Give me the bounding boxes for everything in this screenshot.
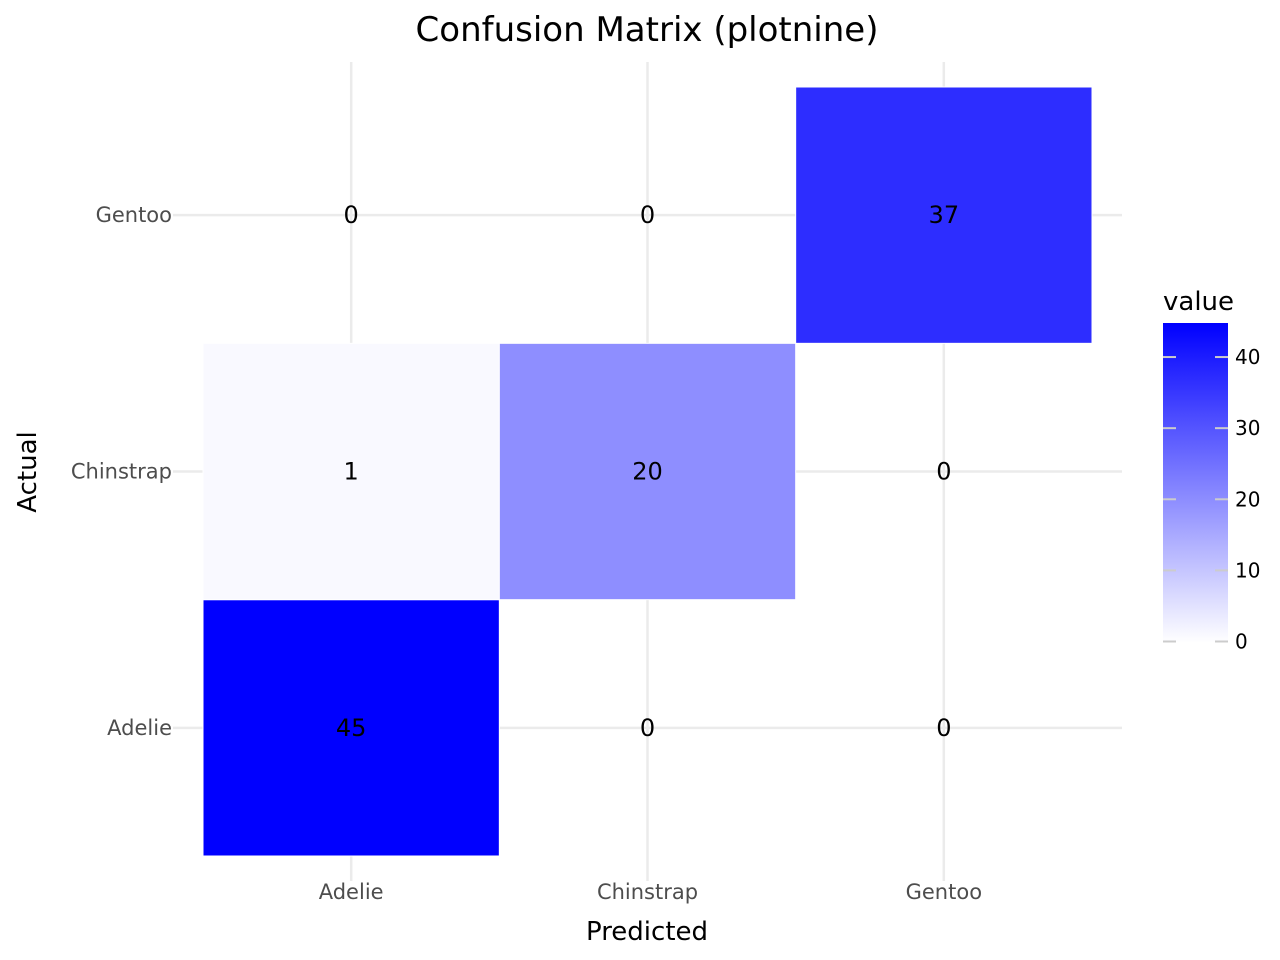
y-axis-title: Actual: [13, 431, 43, 512]
cell-value-label: 37: [929, 201, 960, 229]
heatmap-cell: [498, 342, 797, 601]
cell-value-label: 0: [640, 714, 655, 742]
color-legend: value 0 10 20 30 40: [1163, 287, 1260, 654]
legend-tick-label: 30: [1235, 416, 1260, 440]
cell-value-label: 0: [936, 458, 951, 486]
legend-tick-label: 10: [1235, 558, 1260, 582]
legend-ticks: 0 10 20 30 40: [1163, 345, 1260, 654]
y-axis-ticks: Adelie Chinstrap Gentoo: [71, 203, 172, 740]
cell-value-label: 0: [640, 201, 655, 229]
legend-title: value: [1163, 287, 1234, 317]
x-axis-title: Predicted: [586, 917, 708, 947]
chart-title: Confusion Matrix (plotnine): [416, 10, 879, 50]
cell-value-label: 0: [344, 201, 359, 229]
legend-tick-label: 20: [1235, 487, 1260, 511]
y-tick-label: Gentoo: [96, 203, 172, 227]
x-tick-label: Chinstrap: [597, 880, 698, 904]
heatmap-cells: [202, 86, 1093, 857]
cell-value-label: 1: [344, 458, 359, 486]
legend-tick-label: 0: [1235, 630, 1248, 654]
x-axis-ticks: Adelie Chinstrap Gentoo: [319, 880, 982, 904]
y-tick-label: Chinstrap: [71, 460, 172, 484]
heatmap-cell: [795, 86, 1093, 344]
heatmap-cell: [202, 599, 500, 857]
x-tick-label: Gentoo: [906, 880, 982, 904]
cell-value-label: 45: [336, 714, 367, 742]
cell-labels: 45 0 0 1 20 0 0 0 37: [336, 201, 959, 742]
cell-value-label: 20: [632, 458, 663, 486]
x-tick-label: Adelie: [319, 880, 384, 904]
legend-tick-label: 40: [1235, 345, 1260, 369]
legend-colorbar: [1163, 323, 1228, 643]
y-tick-label: Adelie: [107, 716, 172, 740]
cell-value-label: 0: [936, 714, 951, 742]
